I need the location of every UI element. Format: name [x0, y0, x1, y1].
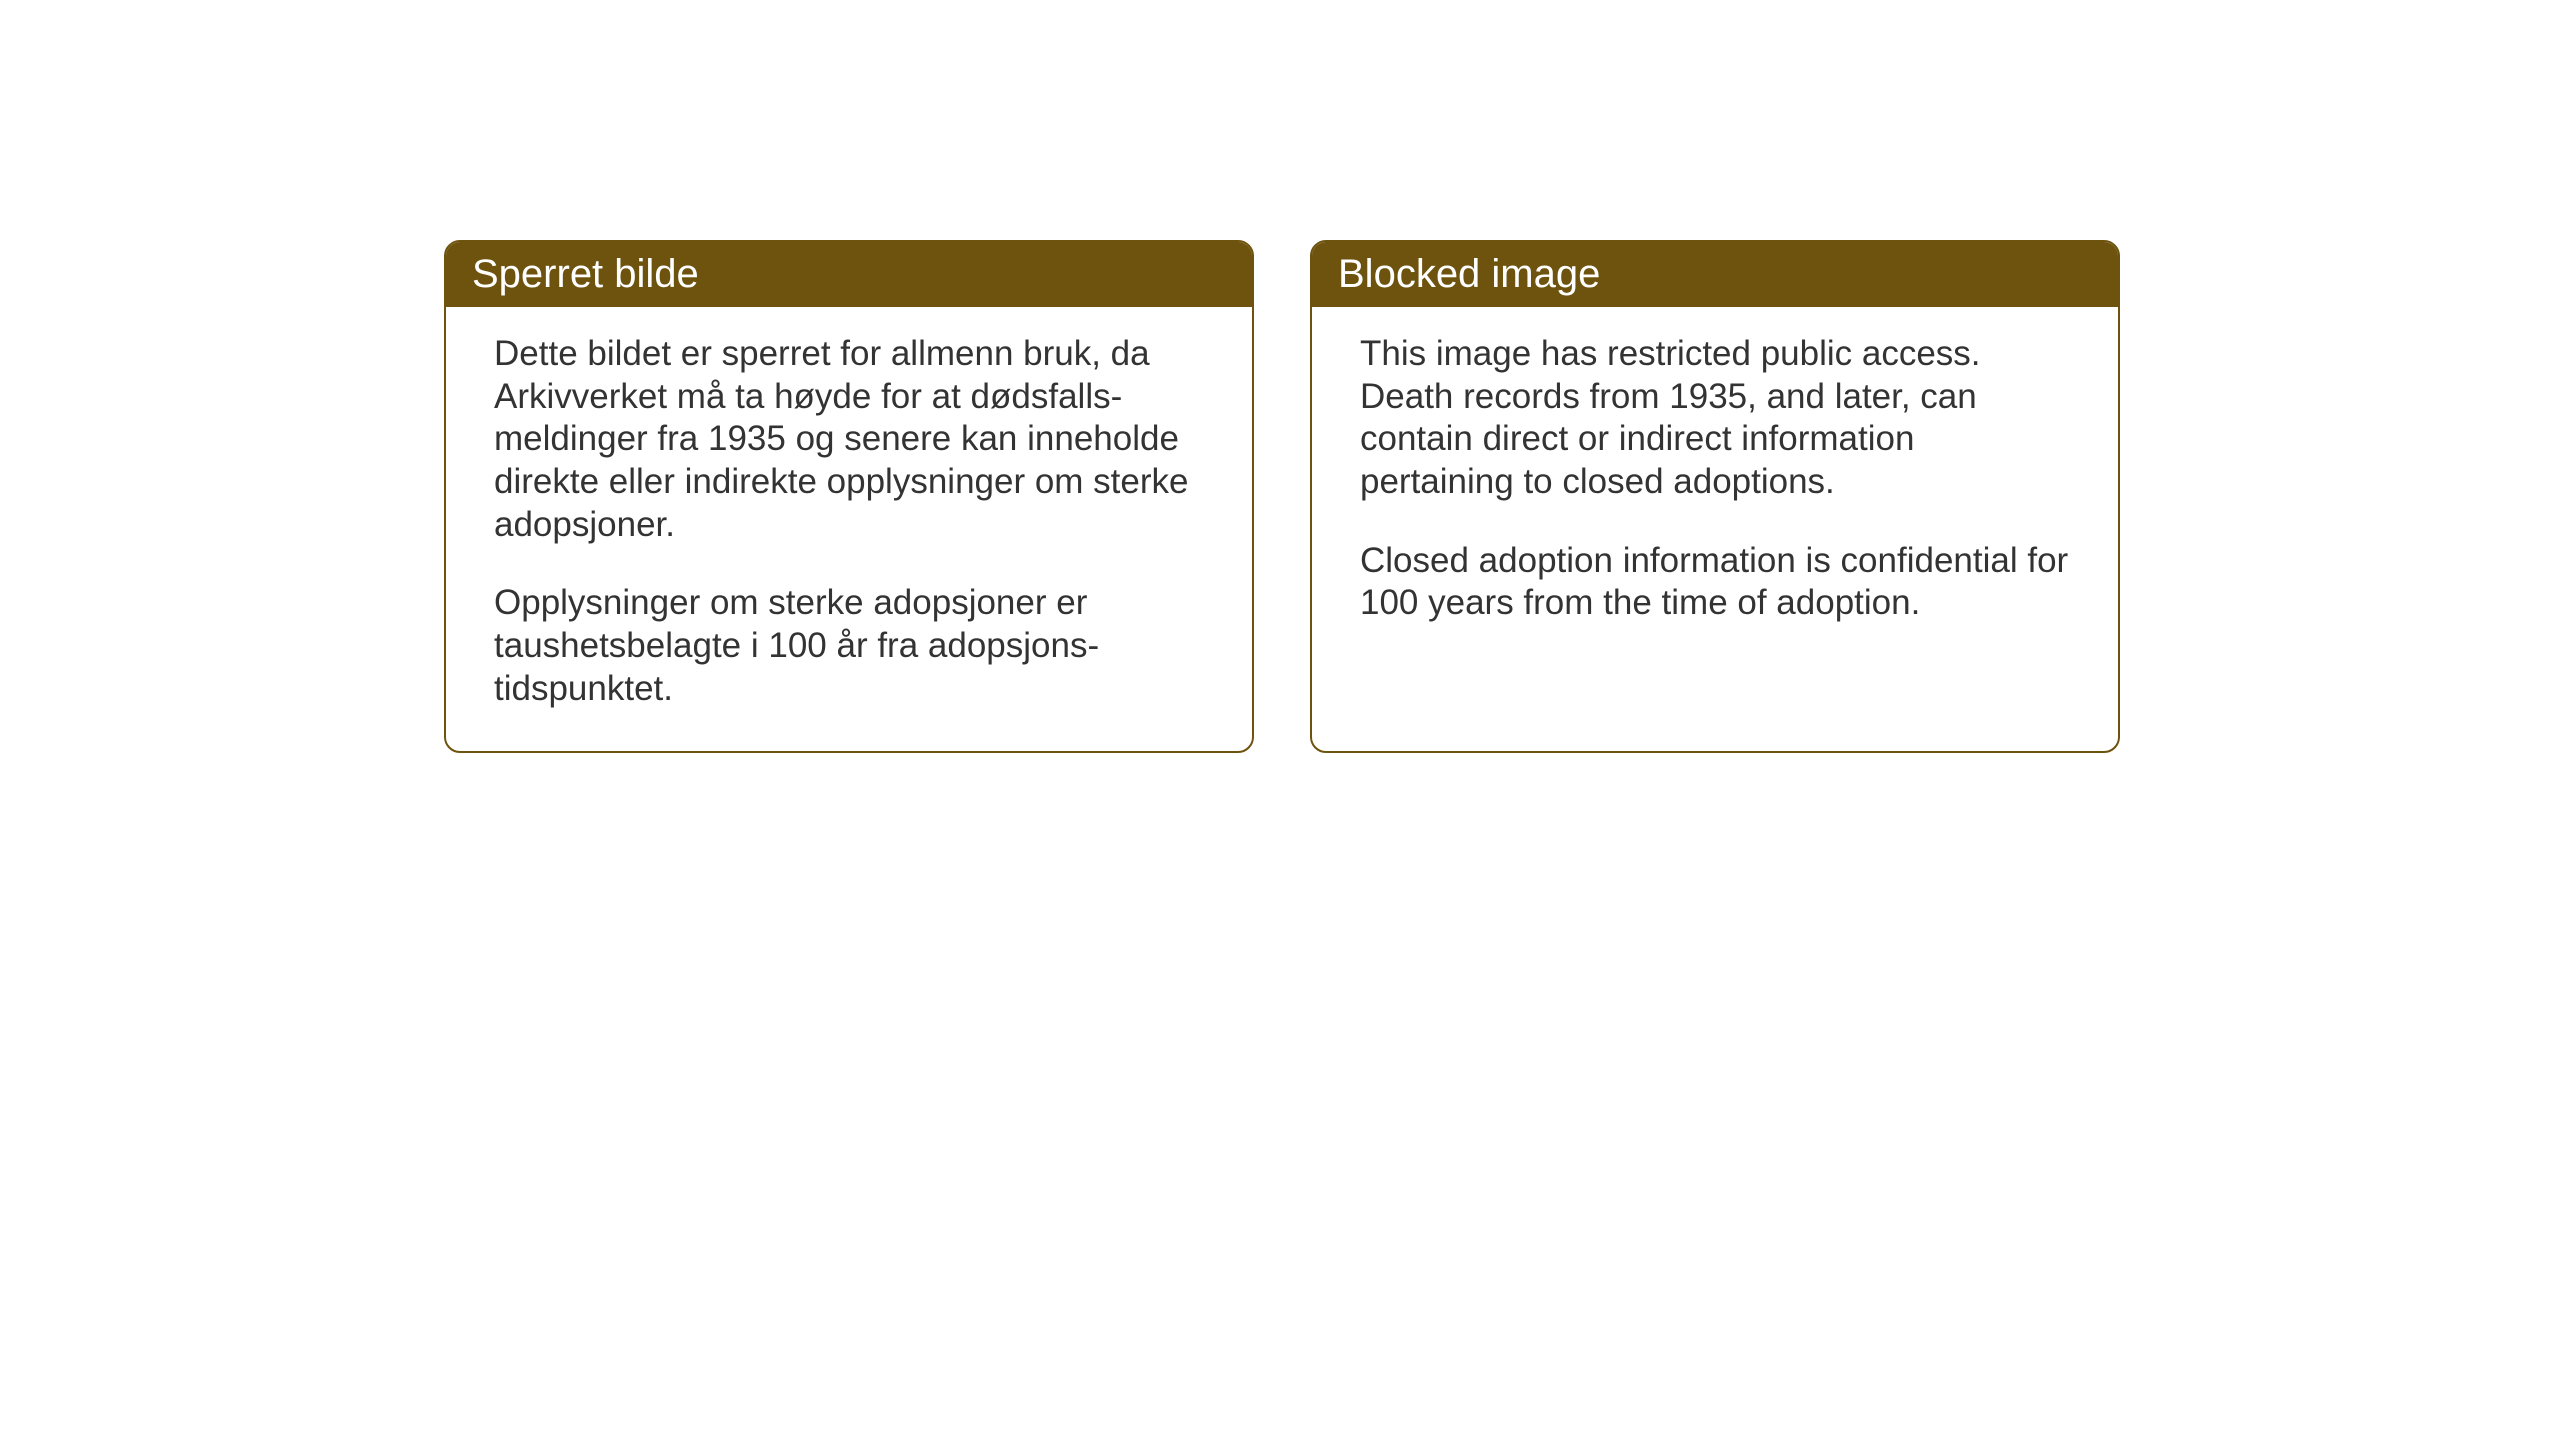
card-header: Blocked image	[1312, 242, 2118, 307]
card-title: Blocked image	[1338, 252, 1600, 296]
card-paragraph: This image has restricted public access.…	[1360, 333, 2070, 504]
card-paragraph: Dette bildet er sperret for allmenn bruk…	[494, 333, 1204, 546]
card-header: Sperret bilde	[446, 242, 1252, 307]
card-paragraph: Opplysninger om sterke adopsjoner er tau…	[494, 582, 1204, 710]
notice-card-norwegian: Sperret bilde Dette bildet er sperret fo…	[444, 240, 1254, 753]
card-paragraph: Closed adoption information is confident…	[1360, 540, 2070, 625]
card-body: This image has restricted public access.…	[1312, 307, 2118, 749]
card-title: Sperret bilde	[472, 252, 699, 296]
card-body: Dette bildet er sperret for allmenn bruk…	[446, 307, 1252, 751]
notice-container: Sperret bilde Dette bildet er sperret fo…	[444, 240, 2120, 753]
notice-card-english: Blocked image This image has restricted …	[1310, 240, 2120, 753]
